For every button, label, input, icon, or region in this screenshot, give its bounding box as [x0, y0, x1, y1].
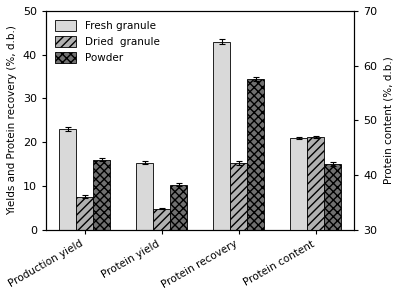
Bar [59, 129, 76, 230]
Legend: Fresh granule, Dried  granule, Powder: Fresh granule, Dried granule, Powder [51, 16, 164, 67]
Bar [93, 159, 110, 230]
Bar [136, 163, 153, 230]
Bar [230, 163, 247, 230]
Bar [307, 137, 324, 297]
Bar [213, 42, 230, 230]
Bar [153, 208, 170, 230]
Y-axis label: Protein content (%, d.b.): Protein content (%, d.b.) [383, 56, 393, 184]
Y-axis label: Yields and Protein recovery (%, d.b.): Yields and Protein recovery (%, d.b.) [7, 25, 17, 215]
Bar [290, 138, 307, 297]
Bar [324, 164, 341, 297]
Bar [247, 79, 264, 230]
Bar [76, 197, 93, 230]
Bar [170, 184, 187, 230]
